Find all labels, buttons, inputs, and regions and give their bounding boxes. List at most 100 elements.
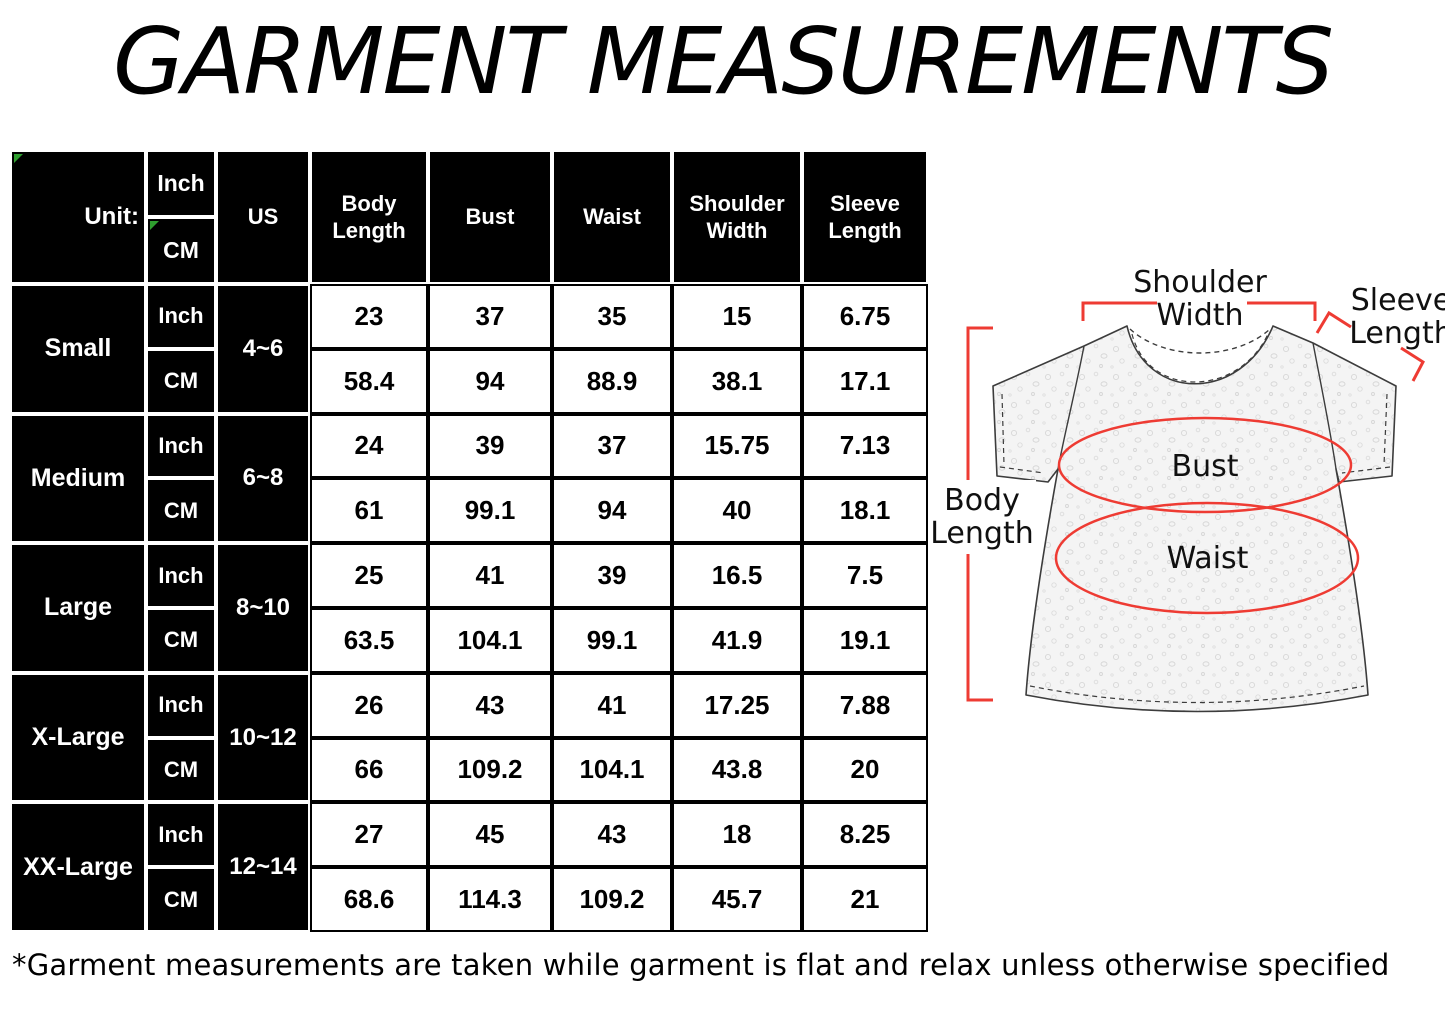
footnote: *Garment measurements are taken while ga… xyxy=(12,948,1390,982)
row-unit-cm-label: CM xyxy=(146,348,216,414)
measurement-cell: 104.1 xyxy=(428,607,552,673)
shoulder-width-diagram-label: Shoulder Width xyxy=(1133,265,1267,333)
measurement-cell: 26 xyxy=(310,672,428,738)
measurement-cell: 8.25 xyxy=(802,802,928,868)
hem-stitch xyxy=(1029,685,1365,704)
excel-indicator-icon xyxy=(14,154,23,163)
measurement-cell: 94 xyxy=(552,478,672,544)
measurement-cell: 17.25 xyxy=(672,672,802,738)
measurement-cell: 43 xyxy=(428,672,552,738)
bust-ellipse xyxy=(1057,416,1353,514)
row-unit-inch-label: Inch xyxy=(146,413,216,479)
measurement-cell: 109.2 xyxy=(428,737,552,803)
row-unit-inch-label: Inch xyxy=(146,672,216,738)
row-unit-inch-label: Inch xyxy=(146,802,216,868)
measurement-cell: 15 xyxy=(672,284,802,349)
row-unit-cm-label: CM xyxy=(146,478,216,544)
measurement-cell: 45 xyxy=(428,802,552,868)
size-label-cell: XX-Large xyxy=(10,802,146,932)
measurement-cell: 41.9 xyxy=(672,607,802,673)
measurement-cell: 7.5 xyxy=(802,543,928,608)
measurement-cell: 41 xyxy=(428,543,552,608)
measurement-cell: 88.9 xyxy=(552,348,672,414)
size-label-cell: Medium xyxy=(10,413,146,544)
measurement-cell: 7.88 xyxy=(802,672,928,738)
measurement-cell: 63.5 xyxy=(310,607,428,673)
size-label-cell: Large xyxy=(10,543,146,673)
waist-diagram-label: Waist xyxy=(1166,541,1249,576)
measurement-cell: 35 xyxy=(552,284,672,349)
unit-label: Unit: xyxy=(84,203,139,230)
row-unit-inch-label: Inch xyxy=(146,284,216,349)
body-length-diagram-label: Body Length xyxy=(928,480,1036,554)
column-header-us: US xyxy=(216,150,310,284)
excel-indicator-icon xyxy=(150,221,159,230)
measurement-cell: 40 xyxy=(672,478,802,544)
measurement-cell: 45.7 xyxy=(672,867,802,932)
left-sleeve-stitch xyxy=(1001,393,1005,466)
us-size-cell: 6~8 xyxy=(216,413,310,544)
measurement-cell: 37 xyxy=(552,413,672,479)
measurement-cell: 19.1 xyxy=(802,607,928,673)
measurement-cell: 94 xyxy=(428,348,552,414)
sleeve-length-diagram-label: Sleeve Length xyxy=(1349,283,1445,351)
measurement-cell: 41 xyxy=(552,672,672,738)
measurement-cell: 114.3 xyxy=(428,867,552,932)
column-header-body-length: Body Length xyxy=(310,150,428,284)
measurement-cell: 15.75 xyxy=(672,413,802,479)
measurement-cell: 27 xyxy=(310,802,428,868)
size-label-cell: Small xyxy=(10,284,146,414)
measurement-cell: 24 xyxy=(310,413,428,479)
measurement-cell: 23 xyxy=(310,284,428,349)
size-label-cell: X-Large xyxy=(10,672,146,803)
measurement-cell: 21 xyxy=(802,867,928,932)
measurement-cell: 61 xyxy=(310,478,428,544)
us-size-cell: 10~12 xyxy=(216,672,310,803)
row-unit-cm-label: CM xyxy=(146,737,216,803)
unit-header-cell: Unit: xyxy=(10,150,146,284)
sleeve-length-bracket-bottom xyxy=(1400,346,1425,382)
measurement-cell: 39 xyxy=(428,413,552,479)
measurement-cell: 17.1 xyxy=(802,348,928,414)
measurement-cell: 18 xyxy=(672,802,802,868)
measurement-cell: 37 xyxy=(428,284,552,349)
row-unit-inch-label: Inch xyxy=(146,543,216,608)
column-header-shoulder-width: Shoulder Width xyxy=(672,150,802,284)
measurement-cell: 43 xyxy=(552,802,672,868)
measurement-cell: 43.8 xyxy=(672,737,802,803)
waist-ellipse xyxy=(1054,501,1360,615)
unit-option-cm: CM xyxy=(148,219,214,282)
measurement-cell: 66 xyxy=(310,737,428,803)
measurement-cell: 25 xyxy=(310,543,428,608)
back-neckline-stitch xyxy=(1129,328,1271,354)
measurement-cell: 16.5 xyxy=(672,543,802,608)
sleeve-length-bracket-top xyxy=(1315,310,1352,334)
measurement-cell: 18.1 xyxy=(802,478,928,544)
row-unit-cm-label: CM xyxy=(146,867,216,932)
us-size-cell: 12~14 xyxy=(216,802,310,932)
page-title: GARMENT MEASUREMENTS xyxy=(112,8,1334,115)
left-cuff-stitch xyxy=(999,466,1045,474)
unit-option-inch: Inch xyxy=(148,152,214,219)
shoulder-width-bracket xyxy=(1081,301,1317,321)
us-size-cell: 8~10 xyxy=(216,543,310,673)
measurement-cell: 39 xyxy=(552,543,672,608)
shirt-silhouette xyxy=(992,325,1397,713)
column-header-waist: Waist xyxy=(552,150,672,284)
unit-options-cell: Inch CM xyxy=(146,150,216,284)
measurement-cell: 38.1 xyxy=(672,348,802,414)
measurement-cell: 99.1 xyxy=(552,607,672,673)
measurement-cell: 58.4 xyxy=(310,348,428,414)
measurement-cell: 68.6 xyxy=(310,867,428,932)
measurement-cell: 7.13 xyxy=(802,413,928,479)
measurement-cell: 99.1 xyxy=(428,478,552,544)
row-unit-cm-label: CM xyxy=(146,607,216,673)
right-sleeve-stitch xyxy=(1383,393,1388,466)
bust-diagram-label: Bust xyxy=(1171,449,1239,484)
size-table: Unit: Inch CM US Body Length Bust Waist … xyxy=(10,150,928,932)
right-armhole-seam xyxy=(1312,342,1337,470)
column-header-bust: Bust xyxy=(428,150,552,284)
unit-option-cm-label: CM xyxy=(163,237,199,263)
front-neckline-stitch xyxy=(1131,333,1269,383)
measurement-cell: 104.1 xyxy=(552,737,672,803)
